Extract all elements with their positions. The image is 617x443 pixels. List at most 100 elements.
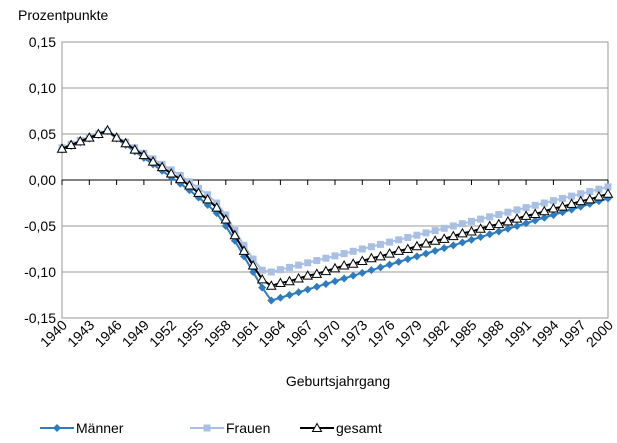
marker: [395, 236, 403, 244]
marker: [420, 237, 432, 248]
marker: [338, 260, 350, 270]
marker: [358, 268, 367, 277]
marker: [422, 229, 430, 237]
marker: [595, 185, 603, 193]
marker: [340, 250, 348, 258]
marker: [356, 255, 368, 265]
marker: [276, 266, 284, 274]
x-tick-label: 1979: [392, 317, 425, 350]
marker: [411, 240, 423, 251]
marker: [375, 250, 386, 261]
marker: [258, 266, 266, 274]
marker: [275, 277, 286, 288]
legend-label: gesamt: [336, 420, 382, 436]
marker: [538, 205, 550, 216]
marker: [475, 223, 486, 233]
x-tick-label: 1967: [282, 317, 315, 350]
marker: [349, 271, 358, 280]
marker: [358, 245, 366, 253]
marker: [276, 293, 285, 302]
marker: [402, 243, 414, 253]
marker: [549, 210, 558, 219]
y-tick-label: 0,15: [29, 34, 56, 50]
marker: [404, 234, 412, 241]
marker: [520, 210, 532, 220]
marker: [284, 275, 295, 286]
marker: [256, 273, 268, 284]
x-tick-label: 1991: [501, 317, 534, 350]
marker: [431, 227, 439, 235]
marker: [240, 241, 248, 249]
marker: [531, 201, 539, 209]
marker: [386, 238, 394, 246]
marker: [522, 219, 531, 228]
x-tick-label: 1943: [64, 317, 97, 350]
marker: [440, 244, 449, 253]
marker: [294, 288, 303, 297]
x-tick-label: 2000: [583, 317, 616, 350]
marker: [311, 422, 323, 432]
marker: [549, 197, 557, 205]
x-tick-label: 1961: [228, 317, 261, 350]
marker: [304, 259, 312, 267]
marker: [202, 193, 213, 204]
marker: [568, 192, 576, 200]
marker: [485, 230, 494, 239]
marker: [138, 149, 150, 160]
marker: [577, 190, 585, 198]
marker: [540, 213, 549, 222]
y-tick-label: 0,00: [29, 172, 56, 188]
marker: [340, 274, 349, 283]
x-tick-label: 1955: [173, 317, 206, 350]
x-tick-label: 1976: [364, 317, 397, 350]
x-tick-label: 1958: [201, 317, 234, 350]
marker: [511, 213, 523, 223]
y-tick-label: -0,05: [24, 218, 56, 234]
y-axis-label: Prozentpunkte: [18, 7, 108, 23]
marker: [249, 255, 257, 263]
x-tick-label: 1994: [528, 317, 561, 350]
marker: [366, 252, 377, 263]
marker: [65, 139, 77, 150]
marker: [111, 132, 122, 142]
marker: [165, 168, 177, 178]
x-tick-label: 1982: [419, 317, 452, 350]
marker: [559, 194, 566, 202]
x-tick-label: 1952: [146, 317, 179, 350]
marker: [331, 252, 339, 260]
marker: [184, 180, 195, 190]
marker: [548, 203, 559, 213]
marker: [438, 233, 450, 243]
y-tick-label: 0,10: [29, 80, 56, 96]
marker: [312, 282, 321, 291]
marker: [349, 247, 357, 255]
x-tick-label: 1985: [446, 317, 479, 350]
marker: [412, 252, 421, 261]
marker: [53, 424, 61, 432]
marker: [494, 227, 503, 236]
legend-label: Frauen: [226, 420, 270, 436]
marker: [458, 220, 466, 228]
marker: [429, 235, 441, 245]
marker: [602, 188, 614, 198]
marker: [468, 217, 475, 225]
marker: [329, 262, 341, 273]
marker: [440, 224, 448, 232]
marker: [367, 266, 376, 275]
marker: [247, 260, 259, 270]
marker: [311, 268, 323, 278]
marker: [575, 195, 587, 206]
marker: [403, 255, 412, 264]
marker: [211, 202, 223, 212]
marker: [303, 285, 312, 294]
marker: [322, 254, 330, 262]
marker: [458, 238, 467, 247]
marker: [302, 270, 314, 280]
marker: [285, 291, 294, 299]
marker: [193, 187, 204, 197]
y-tick-label: -0,15: [24, 310, 56, 326]
y-tick-label: -0,10: [24, 264, 56, 280]
marker: [347, 258, 359, 268]
x-tick-label: 1988: [474, 317, 507, 350]
